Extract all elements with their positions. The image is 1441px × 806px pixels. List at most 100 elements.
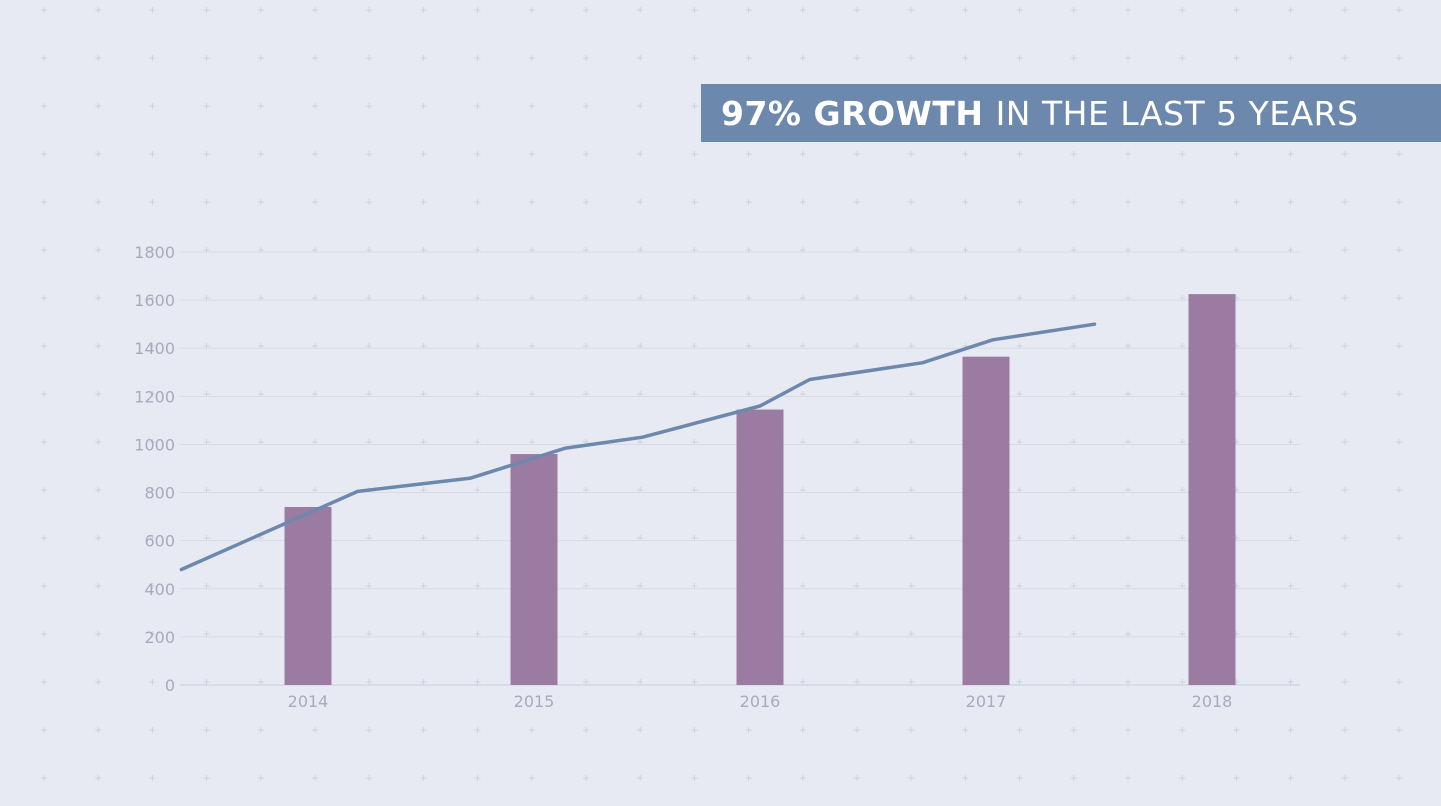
plus-mark [1125,727,1131,733]
plus-mark [420,7,427,13]
plus-mark [41,343,47,349]
plus-mark [691,679,698,685]
plus-mark [637,775,644,781]
plus-mark [41,631,47,637]
plus-mark [1179,55,1186,61]
x-tick-label: 2017 [966,692,1007,711]
plus-mark [854,775,860,781]
plus-mark [257,679,264,685]
plus-mark [1016,679,1023,685]
plus-mark [1233,727,1240,733]
plus-mark [366,55,373,61]
plus-mark [257,775,264,781]
plus-mark [1341,583,1348,589]
plus-mark [854,631,860,637]
plus-mark [799,55,806,61]
plus-mark [41,247,47,253]
plus-mark [637,679,644,685]
plus-mark [745,151,752,157]
plus-mark [1396,247,1402,253]
plus-mark [41,295,47,301]
plus-mark [1070,199,1077,205]
plus-mark [312,775,318,781]
plus-mark [745,199,752,205]
plus-mark [420,199,427,205]
plus-mark [1070,727,1077,733]
plus-mark [1287,535,1294,541]
plus-mark [1341,679,1348,685]
plus-mark [1341,247,1348,253]
plus-mark [474,679,481,685]
plus-mark [95,775,102,781]
plus-mark [1396,631,1402,637]
plus-mark [908,775,915,781]
plus-mark [528,727,535,733]
plus-mark [1287,487,1294,493]
plus-mark [149,583,156,589]
plus-mark [1125,583,1131,589]
plus-mark [257,727,264,733]
y-tick-label: 200 [144,628,175,647]
plus-mark [41,775,47,781]
plus-mark [1396,583,1402,589]
plus-mark [1179,631,1186,637]
headline-bold: 97% GROWTH [721,93,984,133]
plus-mark [1016,199,1023,205]
x-tick-label: 2018 [1192,692,1233,711]
plus-mark [203,583,210,589]
plus-mark [1179,487,1186,493]
plus-mark [420,679,427,685]
plus-mark [1016,631,1023,637]
plus-mark [583,151,589,157]
plus-mark [637,535,644,541]
trend-line [179,322,1097,572]
plus-mark [366,583,373,589]
plus-mark [149,199,156,205]
plus-mark [1396,151,1402,157]
plus-mark [420,487,427,493]
plus-mark [474,199,481,205]
plus-mark [908,535,915,541]
plus-mark [691,631,698,637]
plus-mark [1287,727,1294,733]
plus-mark [420,55,427,61]
plus-mark [203,487,210,493]
plus-mark [257,55,264,61]
plus-mark [962,55,969,61]
plus-mark [41,535,47,541]
plus-mark [95,295,102,301]
plus-mark [1125,679,1131,685]
plus-mark [799,679,806,685]
plus-mark [1396,7,1402,13]
plus-mark [1341,199,1348,205]
plus-mark [95,55,102,61]
plus-mark [799,151,806,157]
plus-mark [1125,775,1131,781]
plus-mark [41,439,47,445]
plus-mark [1016,583,1023,589]
plus-mark [312,55,318,61]
plus-mark [257,151,264,157]
plus-mark [420,631,427,637]
plus-mark [1070,583,1077,589]
plus-mark [854,679,860,685]
plus-mark [95,343,102,349]
plus-mark [908,583,915,589]
plus-mark [908,487,915,493]
y-tick-label: 1800 [134,243,175,262]
plus-mark [908,151,915,157]
plus-mark [420,535,427,541]
plus-mark [1016,55,1023,61]
plus-mark [95,151,102,157]
plus-mark [1125,199,1131,205]
plus-mark [583,679,589,685]
plus-mark [1396,775,1402,781]
plus-mark [691,583,698,589]
y-tick-label: 0 [165,676,175,695]
plus-mark [908,55,915,61]
plus-mark [366,7,373,13]
plus-mark [312,487,318,493]
plus-mark [1179,583,1186,589]
plus-mark [203,151,210,157]
